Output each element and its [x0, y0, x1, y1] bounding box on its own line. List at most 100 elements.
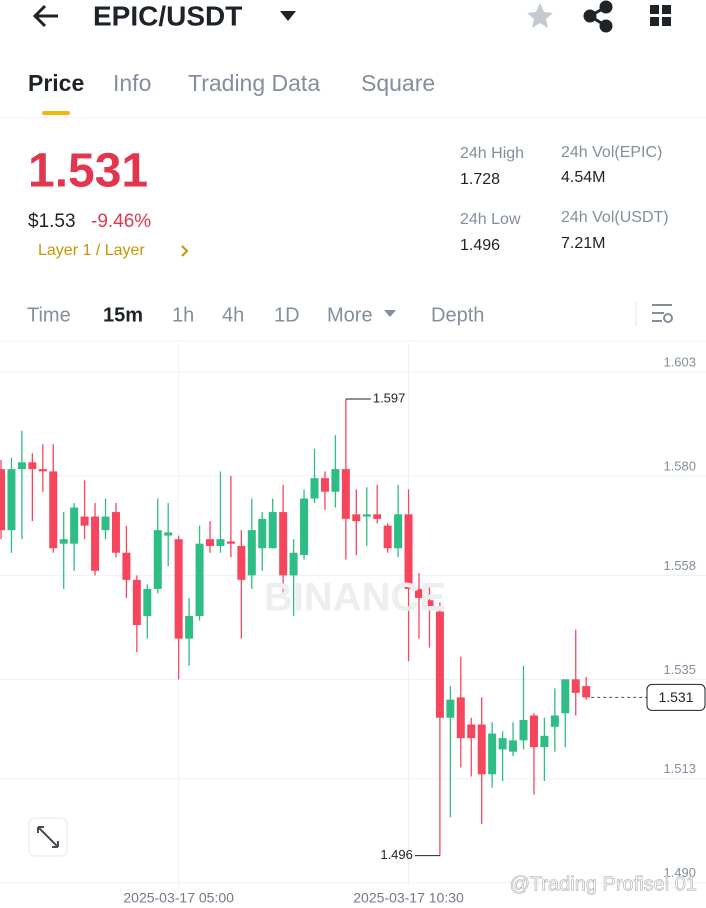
candle-body: [331, 469, 340, 492]
more-dropdown[interactable]: [384, 310, 396, 317]
last-price-box: [646, 683, 706, 711]
candle-body: [320, 478, 329, 492]
category-tag[interactable]: Layer 1 / Layer: [38, 242, 145, 259]
price-change: -9.46%: [91, 211, 151, 232]
tab[interactable]: Square: [361, 70, 435, 96]
stat-label: 24h Low: [460, 211, 521, 228]
candle-body: [540, 735, 549, 748]
candle-body: [467, 724, 476, 739]
candle-body: [404, 514, 413, 589]
candle-body: [477, 724, 486, 775]
overlay-text: @Trading Profisel 01: [510, 873, 697, 895]
interval[interactable]: 4h: [222, 304, 244, 326]
candle-body: [383, 525, 392, 549]
candle-body: [561, 679, 570, 714]
interval[interactable]: 1D: [274, 304, 300, 326]
candle-body: [582, 686, 591, 698]
interval[interactable]: More: [327, 304, 373, 326]
candle-body: [17, 462, 26, 470]
share-icon[interactable]: [583, 0, 613, 33]
candle-body: [226, 541, 235, 544]
y-tick-label: 1.535: [663, 662, 696, 677]
pair-title[interactable]: EPIC/USDT: [93, 0, 242, 31]
stat-label: 24h High: [460, 145, 524, 162]
candle-body: [498, 738, 507, 750]
interval[interactable]: 1h: [172, 304, 194, 326]
candle-body: [268, 512, 277, 549]
candle-body: [394, 514, 403, 549]
tab[interactable]: Price: [28, 70, 84, 96]
candle-body: [111, 512, 120, 553]
pair-dropdown[interactable]: [280, 11, 296, 21]
candle-body: [352, 514, 361, 522]
max-marker-label: 1.597: [373, 390, 406, 405]
candle-body: [195, 543, 204, 617]
x-tick-label: 2025-03-17 10:30: [353, 890, 464, 906]
watermark: BINANCE: [264, 576, 446, 620]
candle-body: [153, 530, 162, 589]
tag-arrow[interactable]: [181, 245, 189, 257]
candle-body: [373, 514, 382, 519]
back-button[interactable]: [32, 4, 58, 28]
tab[interactable]: Trading Data: [188, 70, 320, 96]
y-tick-label: 1.580: [663, 458, 696, 473]
tab-indicator: [42, 111, 70, 115]
candle-body: [289, 552, 298, 576]
candle-body: [247, 530, 256, 576]
candle-body: [7, 469, 16, 531]
y-tick-label: 1.490: [663, 865, 696, 880]
tab[interactable]: Info: [113, 70, 151, 96]
chart-settings-icon[interactable]: [652, 304, 673, 323]
y-tick-label: 1.603: [663, 354, 696, 369]
candle-body: [216, 539, 225, 546]
candle-body: [91, 516, 100, 571]
candle-body: [185, 616, 194, 639]
candle-body: [310, 478, 319, 499]
candle-body: [341, 469, 350, 519]
candle-body: [101, 516, 110, 531]
grid-icon[interactable]: [650, 5, 671, 26]
candle-body: [279, 512, 288, 576]
candle-body: [571, 679, 580, 693]
candle-body: [425, 600, 434, 607]
candle-body: [300, 498, 309, 556]
interval[interactable]: Time: [27, 304, 71, 326]
candle-body: [164, 532, 173, 536]
candle-body: [435, 611, 444, 718]
interval[interactable]: 15m: [103, 304, 143, 326]
candle-body: [49, 471, 58, 549]
candle-body: [59, 539, 68, 544]
interval[interactable]: Depth: [431, 304, 484, 326]
candle-body: [206, 539, 214, 546]
candle-body: [122, 552, 131, 580]
candle-body: [509, 740, 518, 752]
candle-body: [38, 469, 47, 472]
candle-body: [519, 720, 528, 741]
candle-body: [258, 518, 267, 549]
usd-price: $1.53: [28, 211, 76, 232]
stat-label: 24h Vol(USDT): [561, 209, 669, 226]
candle-body: [550, 715, 559, 727]
x-tick-label: 2025-03-17 05:00: [123, 890, 234, 906]
candle-body: [446, 699, 455, 718]
expand-button[interactable]: [28, 817, 68, 857]
candle-body: [237, 545, 246, 580]
candle-body: [415, 588, 423, 598]
candle-body: [80, 516, 89, 526]
candle-body: [456, 697, 465, 739]
candle-body: [174, 539, 183, 639]
min-marker-label: 1.496: [380, 847, 413, 862]
y-tick-label: 1.513: [663, 761, 696, 776]
stat-value: 1.728: [460, 171, 500, 188]
candle-body: [143, 588, 152, 617]
last-price: 1.531: [28, 145, 148, 198]
candlestick-chart: 1.603 1.580 1.558 1.535 1.513 1.490 2025-03-17…: [0, 343, 706, 906]
candle-body: [0, 469, 5, 531]
y-tick-label: 1.558: [663, 558, 696, 573]
candle-body: [28, 462, 37, 470]
candle-body: [362, 514, 371, 517]
favorite-icon[interactable]: [527, 3, 553, 28]
candle-body: [132, 579, 141, 626]
stat-value: 7.21M: [561, 235, 605, 252]
